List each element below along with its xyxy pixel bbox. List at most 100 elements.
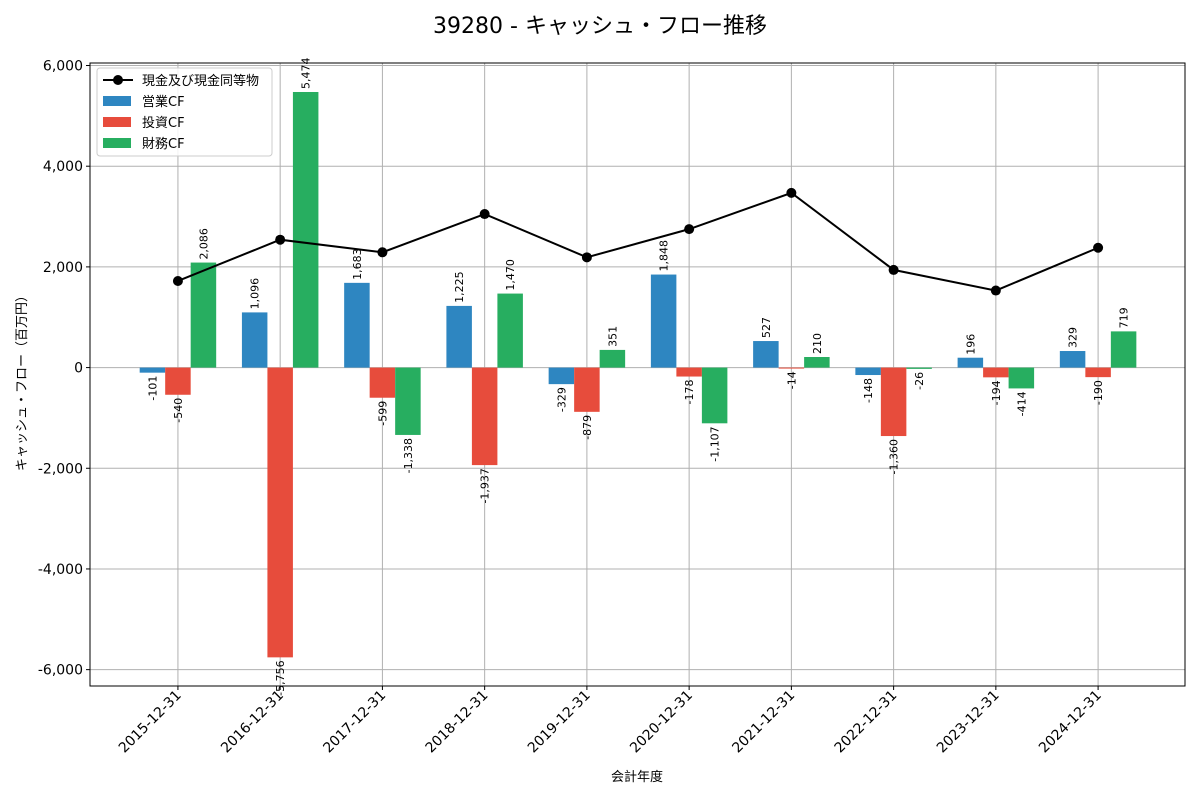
x-tick-label: 2016-12-31 xyxy=(218,688,287,757)
y-axis-label: キャッシュ・フロー（百万円） xyxy=(15,289,30,471)
x-tick-label: 2023-12-31 xyxy=(934,688,1003,757)
x-tick-label: 2017-12-31 xyxy=(320,688,389,757)
y-tick-label: -2,000 xyxy=(38,461,83,477)
x-tick-label: 2022-12-31 xyxy=(832,688,901,757)
bar-投資CF xyxy=(165,367,191,395)
cash-line-point xyxy=(581,252,592,263)
legend-label: 営業CF xyxy=(142,94,185,110)
bar-投資CF xyxy=(267,367,293,658)
bar-投資CF xyxy=(574,367,600,412)
legend-swatch xyxy=(103,138,131,148)
bar-label: -879 xyxy=(581,415,594,440)
bar-財務CF xyxy=(599,349,626,368)
x-tick-label: 2024-12-31 xyxy=(1036,688,1105,757)
y-tick-label: 0 xyxy=(74,361,83,377)
bar-財務CF xyxy=(701,367,728,424)
bar-財務CF xyxy=(1008,367,1035,389)
legend-marker xyxy=(113,75,123,85)
bar-label: 2,086 xyxy=(197,228,210,260)
y-tick-label: 4,000 xyxy=(43,159,83,175)
x-tick-label: 2020-12-31 xyxy=(627,688,696,757)
x-tick-label: 2021-12-31 xyxy=(729,688,798,757)
legend-label: 投資CF xyxy=(142,115,185,131)
bar-営業CF xyxy=(446,305,472,368)
axes: -6,000 -4,000 -2,000 0 2,000 4,000 6,000 2015-1… xyxy=(38,59,1105,757)
bar-財務CF xyxy=(804,357,830,368)
bar-label: 1,848 xyxy=(658,240,671,272)
bar-label: 1,470 xyxy=(504,259,517,291)
bar-営業CF xyxy=(344,282,370,368)
bar-営業CF xyxy=(650,274,677,368)
legend-box xyxy=(96,67,273,157)
y-tick-label: -6,000 xyxy=(38,663,83,679)
x-tick-label: 2015-12-31 xyxy=(116,688,185,757)
bar-投資CF xyxy=(983,367,1009,378)
bar-投資CF xyxy=(471,367,498,466)
bar-投資CF xyxy=(880,367,907,437)
bar-財務CF xyxy=(906,367,932,369)
bar-label: 719 xyxy=(1118,307,1131,328)
bar-財務CF xyxy=(1110,331,1137,368)
bar-label: -190 xyxy=(1092,380,1105,405)
cash-line-point xyxy=(684,224,695,235)
bar-営業CF xyxy=(241,312,268,368)
plot-frame xyxy=(89,62,1186,687)
bar-label: -148 xyxy=(862,378,875,403)
bar-label: 1,225 xyxy=(453,271,466,303)
bar-label: 527 xyxy=(760,317,773,338)
bar-label: -5,756 xyxy=(274,660,287,695)
bar-営業CF xyxy=(139,367,166,373)
bar-label: 351 xyxy=(606,326,619,347)
cash-line-point xyxy=(377,247,388,258)
bar-投資CF xyxy=(369,367,396,398)
bar-label: 210 xyxy=(811,333,824,354)
bar-label: -194 xyxy=(990,380,1003,405)
bar-label: -14 xyxy=(785,371,798,389)
bar-label: -178 xyxy=(683,380,696,405)
bar-投資CF xyxy=(1085,367,1111,378)
x-axis-label: 会計年度 xyxy=(611,769,663,785)
x-tick-label: 2019-12-31 xyxy=(525,688,594,757)
bar-財務CF xyxy=(292,91,319,368)
cash-line-point xyxy=(888,264,899,275)
bar-label: 196 xyxy=(964,334,977,355)
cash-line-path xyxy=(177,191,1099,292)
cash-line-point xyxy=(786,187,797,198)
bar-label: 5,474 xyxy=(300,57,313,89)
bar-財務CF xyxy=(190,262,217,368)
bar-label: -599 xyxy=(376,401,389,426)
bar-財務CF xyxy=(497,293,523,368)
bar-投資CF xyxy=(778,367,805,369)
bar-営業CF xyxy=(548,367,575,385)
bar-営業CF xyxy=(1059,351,1086,368)
bar-label: -26 xyxy=(913,372,926,390)
bar-label: 1,683 xyxy=(351,248,364,280)
bar-投資CF xyxy=(676,367,702,377)
bar-営業CF xyxy=(957,357,984,368)
legend-label: 現金及び現金同等物 xyxy=(142,73,259,89)
legend-swatch xyxy=(103,96,131,106)
legend-label: 財務CF xyxy=(142,137,185,152)
bar-label: -540 xyxy=(172,398,185,423)
cash-line-point xyxy=(990,285,1001,296)
y-tick-label: 6,000 xyxy=(43,59,83,75)
bar-label: -1,107 xyxy=(709,426,722,461)
chart-title: 39280 - キャッシュ・フロー推移 xyxy=(433,14,767,39)
cash-line-point xyxy=(1093,242,1104,253)
bar-label: 329 xyxy=(1067,327,1080,348)
cash-line-point xyxy=(275,234,286,245)
bar-label: -329 xyxy=(555,387,568,412)
bar-label: -414 xyxy=(1015,391,1028,416)
cash-line-point xyxy=(479,209,490,220)
bar-label: -101 xyxy=(146,376,159,401)
x-tick-label: 2018-12-31 xyxy=(423,688,492,757)
cash-line-point xyxy=(172,275,183,286)
y-tick-label: 2,000 xyxy=(43,260,83,276)
bars xyxy=(139,91,1137,658)
bar-label: -1,338 xyxy=(402,438,415,473)
bar-財務CF xyxy=(395,367,421,435)
bar-label: -1,360 xyxy=(888,439,901,474)
bar-label: 1,096 xyxy=(249,278,262,310)
